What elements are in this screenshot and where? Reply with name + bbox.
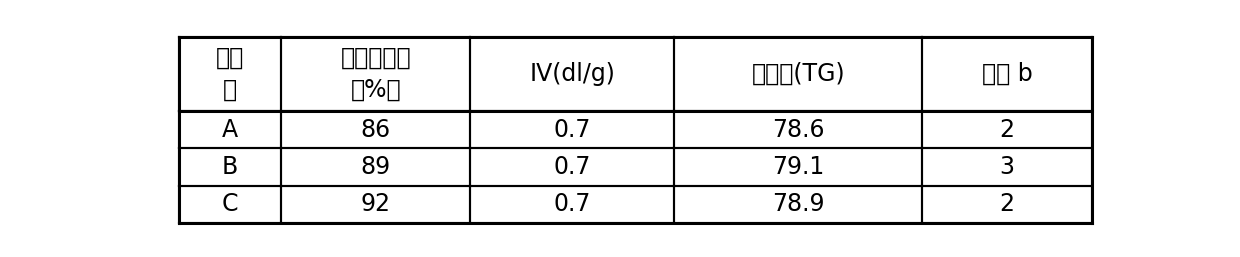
Bar [675, 186, 923, 223]
Bar [470, 148, 675, 186]
Text: 催化
剂: 催化 剂 [216, 46, 244, 102]
Bar [470, 37, 675, 111]
Bar [923, 111, 1092, 148]
Bar [923, 186, 1092, 223]
Text: 颜色 b: 颜色 b [982, 62, 1033, 86]
Text: 79.1: 79.1 [773, 155, 825, 179]
Bar [675, 148, 923, 186]
Text: 78.9: 78.9 [773, 192, 825, 216]
Text: 2: 2 [999, 192, 1014, 216]
Text: 0.7: 0.7 [554, 118, 591, 142]
Bar [281, 186, 470, 223]
Bar [470, 111, 675, 148]
Text: 3: 3 [999, 155, 1014, 179]
Bar [179, 37, 281, 111]
Text: 92: 92 [361, 192, 391, 216]
Text: A: A [222, 118, 238, 142]
Text: 86: 86 [361, 118, 391, 142]
Text: 78.6: 78.6 [773, 118, 825, 142]
Text: IV(dl/g): IV(dl/g) [529, 62, 615, 86]
Bar [675, 111, 923, 148]
Bar [179, 186, 281, 223]
Text: B: B [222, 155, 238, 179]
Bar [281, 148, 470, 186]
Text: 0.7: 0.7 [554, 155, 591, 179]
Text: 89: 89 [361, 155, 391, 179]
Bar [179, 111, 281, 148]
Bar [179, 148, 281, 186]
Text: 耐热性(TG): 耐热性(TG) [751, 62, 844, 86]
Bar [923, 37, 1092, 111]
Text: 单体反应率
（%）: 单体反应率 （%） [341, 46, 410, 102]
Bar [281, 111, 470, 148]
Text: C: C [222, 192, 238, 216]
Bar [281, 37, 470, 111]
Bar [470, 186, 675, 223]
Text: 2: 2 [999, 118, 1014, 142]
Bar [675, 37, 923, 111]
Text: 0.7: 0.7 [554, 192, 591, 216]
Bar [923, 148, 1092, 186]
